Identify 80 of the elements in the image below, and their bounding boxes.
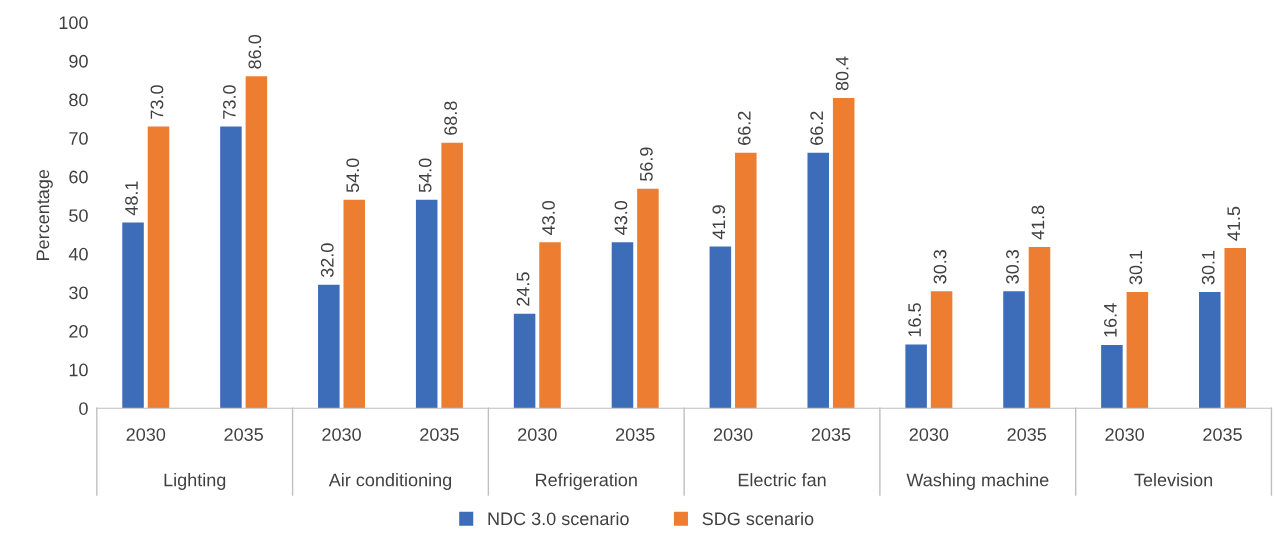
data-label: 73.0 [150, 85, 164, 119]
y-tick-label: 100 [59, 16, 88, 30]
data-label: 43.0 [542, 200, 555, 235]
y-tick-label: 30 [69, 286, 88, 300]
bar [905, 344, 927, 409]
x-tick-label: 2035 [811, 428, 851, 441]
data-label: 56.9 [639, 147, 653, 181]
data-label: 16.5 [908, 303, 921, 337]
data-label: 43.0 [614, 200, 628, 235]
bar [318, 284, 340, 409]
bar [637, 188, 659, 409]
y-tick-label: 60 [69, 170, 88, 184]
data-label: 30.1 [1129, 250, 1143, 285]
data-label: 30.3 [1006, 250, 1019, 284]
data-label: 86.0 [248, 34, 262, 69]
y-tick-label: 50 [69, 209, 88, 222]
data-label: 24.5 [516, 272, 530, 306]
legend-label: NDC 3.0 scenario [488, 511, 629, 526]
x-tick-label: 2035 [616, 428, 655, 441]
bar [1101, 344, 1123, 409]
text: Air conditioning [328, 473, 452, 490]
data-label: 32.0 [320, 243, 334, 278]
x-tick-label: 2030 [518, 428, 557, 441]
data-label: 68.8 [444, 101, 457, 135]
x-tick-label: 2030 [713, 428, 753, 441]
bar [220, 126, 242, 409]
bar [122, 222, 144, 409]
text: Electric fan [738, 473, 826, 487]
x-tick-label: 2030 [322, 428, 361, 441]
bar [513, 313, 536, 409]
bar [343, 199, 366, 409]
y-axis-title: Percentage [36, 169, 53, 260]
text: Lighting [164, 473, 226, 490]
data-label: 66.2 [810, 111, 824, 145]
x-tick-label: 2030 [126, 428, 166, 441]
bar [539, 242, 561, 409]
data-label: 16.4 [1103, 303, 1117, 337]
bar [832, 97, 855, 409]
data-label: 54.0 [418, 158, 432, 193]
y-tick-label: 10 [69, 363, 88, 377]
data-label: 80.4 [835, 56, 849, 91]
y-tick-label: 40 [68, 247, 88, 261]
y-tick-label: 20 [69, 324, 88, 338]
data-label: 54.0 [346, 158, 360, 193]
bar [735, 152, 757, 409]
x-tick-label: 2035 [224, 428, 263, 441]
data-label: 73.0 [222, 85, 236, 119]
x-tick-label: 2030 [1105, 428, 1144, 441]
x-tick-label: 2030 [909, 428, 949, 441]
bar [1224, 248, 1246, 409]
data-label: 48.1 [125, 181, 138, 216]
bar [245, 76, 268, 409]
legend-label: SDG scenario [702, 511, 814, 526]
x-tick-label: 2035 [420, 428, 459, 441]
y-tick-label: 70 [69, 132, 88, 145]
y-tick-label: 80 [69, 93, 88, 107]
bar [441, 142, 463, 409]
data-label: 41.8 [1031, 205, 1045, 240]
x-tick-label: 2035 [1007, 428, 1047, 441]
bar [1126, 292, 1149, 409]
bar [930, 291, 953, 409]
bar [147, 126, 170, 409]
x-tick-label: 2035 [1203, 428, 1242, 441]
data-label: 41.5 [1227, 206, 1241, 241]
bar [807, 152, 830, 409]
data-label: 66.2 [737, 111, 751, 145]
y-tick-label: 90 [69, 54, 88, 68]
text: Refrigeration [536, 473, 637, 490]
data-label: 41.9 [712, 205, 726, 240]
bar [611, 242, 634, 409]
bar [709, 246, 732, 409]
data-label: 30.1 [1201, 250, 1215, 285]
bar [415, 199, 438, 409]
text: Washing machine [906, 473, 1049, 490]
data-label: 30.3 [933, 250, 947, 284]
y-tick-label: 0 [79, 402, 88, 415]
bar [1003, 291, 1025, 409]
bar [1199, 292, 1221, 409]
bar [1028, 246, 1051, 409]
text: Television [1134, 473, 1213, 487]
